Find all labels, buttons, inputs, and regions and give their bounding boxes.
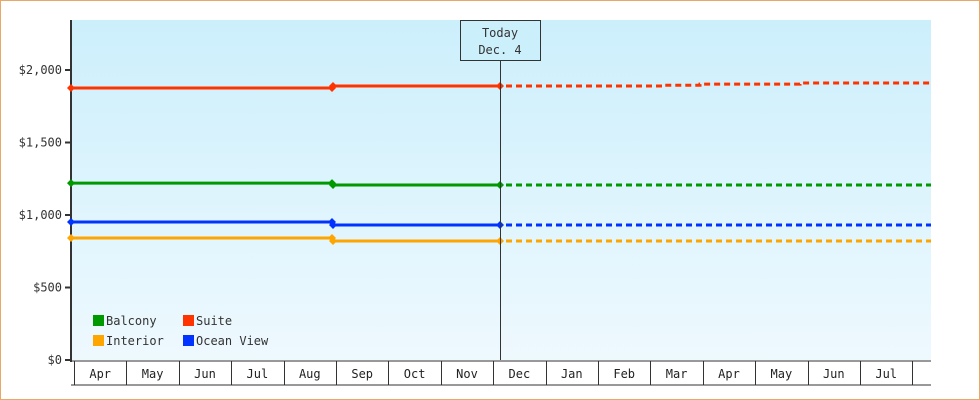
data-point-marker: [329, 236, 337, 245]
y-tick-label: $2,000: [19, 63, 62, 77]
legend: Balcony Suite Interior Ocean View: [93, 314, 269, 348]
today-date-label: Dec. 4: [478, 43, 521, 57]
series-lines: [67, 81, 933, 245]
legend-label: Balcony: [106, 314, 157, 328]
x-axis: Apr May Jun Jul Aug Sep Oct Nov Dec Jan Feb Mar Apr M…: [71, 360, 931, 386]
legend-label: Ocean View: [196, 334, 269, 348]
today-label-box: [460, 20, 541, 61]
x-month-label: Jul: [247, 367, 269, 381]
x-month-label: Jun: [194, 367, 216, 381]
today-label: Today: [482, 26, 518, 40]
x-month-label: Apr: [718, 367, 740, 381]
data-point-marker: [67, 83, 75, 92]
y-tick-label: $1,000: [19, 208, 62, 222]
today-marker: Today Dec. 4: [460, 20, 541, 360]
x-month-label: May: [142, 367, 164, 381]
series-ocean-view: [67, 217, 931, 230]
x-month-label: Jul: [875, 367, 897, 381]
x-month-label: Sep: [351, 367, 373, 381]
legend-item-ocean-view[interactable]: Ocean View: [183, 334, 269, 348]
legend-item-interior[interactable]: Interior: [93, 334, 164, 348]
x-month-label: Aug: [299, 367, 321, 381]
x-month-label: Feb: [613, 367, 635, 381]
x-month-label: Jan: [561, 367, 583, 381]
y-axis: $0 $500 $1,000 $1,500 $2,000: [19, 20, 72, 367]
legend-label: Suite: [196, 314, 232, 328]
data-point-marker: [329, 221, 337, 230]
y-tick-label: $500: [33, 281, 62, 295]
y-tick-label: $0: [48, 353, 62, 367]
legend-label: Interior: [106, 334, 164, 348]
legend-swatch: [183, 315, 194, 326]
data-point-marker: [67, 217, 75, 226]
legend-swatch: [93, 315, 104, 326]
x-month-label: Jun: [823, 367, 845, 381]
data-point-marker: [67, 234, 75, 243]
data-point-marker: [329, 180, 337, 189]
x-month-label: Nov: [456, 367, 478, 381]
y-tick-label: $1,500: [19, 136, 62, 150]
legend-item-suite[interactable]: Suite: [183, 314, 232, 328]
data-point-marker: [329, 81, 337, 90]
x-month-label: Dec: [509, 367, 531, 381]
legend-swatch: [93, 335, 104, 346]
series-suite: [67, 81, 933, 92]
legend-swatch: [183, 335, 194, 346]
x-month-label: May: [771, 367, 793, 381]
x-month-label: Mar: [666, 367, 688, 381]
x-month-label: Oct: [404, 367, 426, 381]
data-point-marker: [67, 179, 75, 188]
x-month-label: Apr: [89, 367, 111, 381]
legend-item-balcony[interactable]: Balcony: [93, 314, 157, 328]
